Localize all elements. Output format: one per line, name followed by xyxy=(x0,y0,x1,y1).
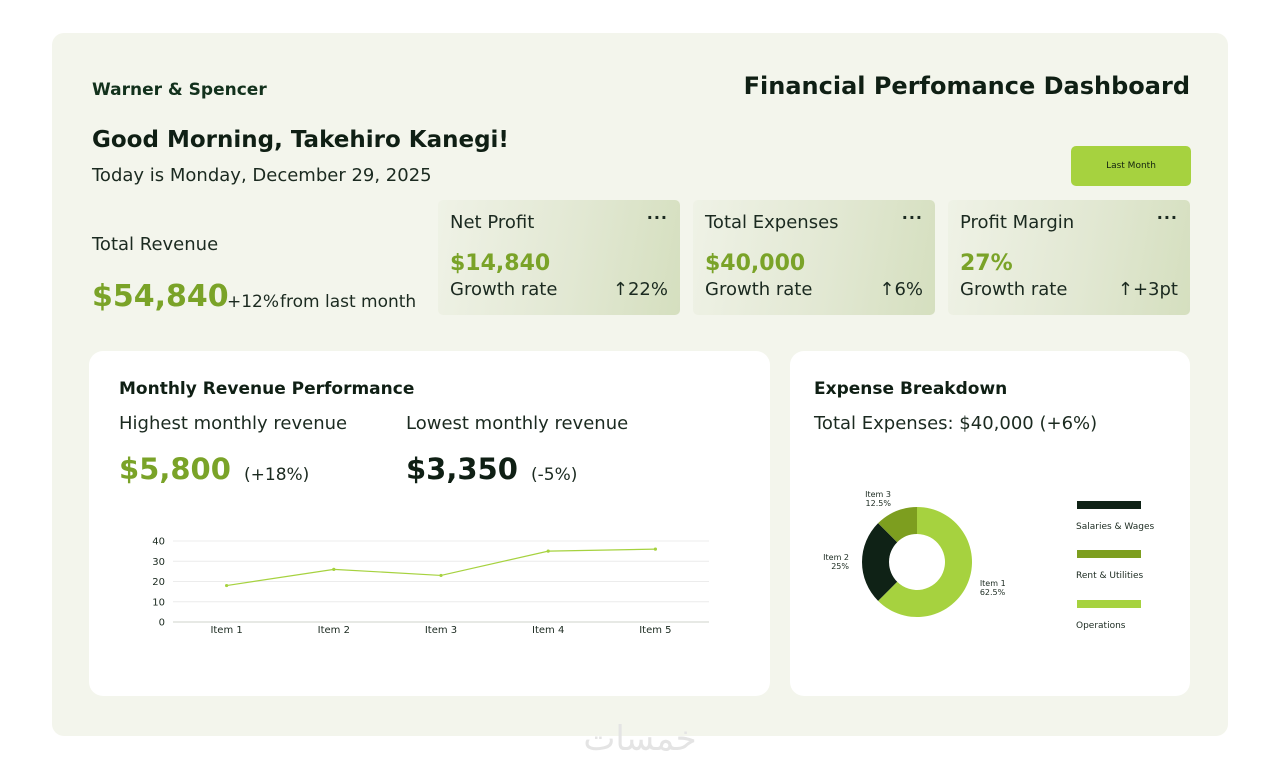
total-revenue-change-suffix: from last month xyxy=(280,292,417,312)
legend-label: Rent & Utilities xyxy=(1076,571,1144,581)
kpi-value: 27% xyxy=(960,251,1013,276)
revenue-line-chart: 0 10 20 30 40 Item 1 Item 2 Item 3 Item 4 Item 5 xyxy=(152,537,709,636)
watermark-text: خمسات xyxy=(583,719,696,759)
kpi-growth-rate-value: 6% xyxy=(894,279,923,300)
total-revenue-value: $54,840 xyxy=(92,279,229,314)
kpi-title: Net Profit xyxy=(450,212,535,233)
x-tick-label: Item 1 xyxy=(210,625,242,636)
arrow-up-icon: ↑ xyxy=(612,279,628,300)
data-point xyxy=(439,573,443,578)
watermark-logo: خمسات xyxy=(583,719,696,759)
legend-label: Operations xyxy=(1076,621,1126,631)
monthly-revenue-card: Monthly Revenue Performance Highest mont… xyxy=(89,351,770,696)
card-title: Monthly Revenue Performance xyxy=(119,379,415,399)
expense-breakdown-card: Expense Breakdown Total Expenses: $40,00… xyxy=(790,351,1190,696)
x-tick-label: Item 4 xyxy=(532,625,564,636)
legend-swatch xyxy=(1077,550,1141,558)
slice-percent-label: 62.5% xyxy=(980,588,1006,597)
kpi-title: Profit Margin xyxy=(960,212,1075,233)
slice-percent-label: 12.5% xyxy=(866,499,892,508)
brand-name: Warner & Spencer xyxy=(92,80,267,100)
x-tick-label: Item 2 xyxy=(318,625,350,636)
expense-donut-chart: Item 162.5% Item 225% Item 312.5% Salaries … xyxy=(823,490,1154,631)
kpi-card-profit-margin: Profit Margin ··· 27% Growth rate ↑+3pt xyxy=(948,200,1190,315)
data-point xyxy=(225,583,229,588)
kpi-growth-rate: ↑+3pt xyxy=(1118,279,1178,300)
kpi-growth-rate: ↑22% xyxy=(613,279,668,300)
y-tick-label: 30 xyxy=(152,557,165,568)
page-title: Financial Perfomance Dashboard xyxy=(743,72,1190,100)
x-tick-label: Item 3 xyxy=(425,625,457,636)
expense-total-line: Total Expenses: $40,000 (+6%) xyxy=(814,413,1098,434)
data-point xyxy=(653,547,658,551)
y-tick-label: 40 xyxy=(152,537,165,548)
donut-slice xyxy=(878,507,972,617)
legend-label: Salaries & Wages xyxy=(1076,522,1154,532)
highest-revenue-label: Highest monthly revenue xyxy=(119,413,348,434)
kpi-growth-rate: ↑6% xyxy=(879,279,923,300)
slice-label: Item 2 xyxy=(823,553,849,562)
arrow-up-icon: ↑ xyxy=(1117,279,1133,300)
data-point xyxy=(546,549,550,553)
x-tick-label: Item 5 xyxy=(639,625,671,636)
kpi-growth-rate-value: +3pt xyxy=(1132,279,1178,300)
y-tick-label: 10 xyxy=(152,597,165,608)
lowest-revenue-value: $3,350 xyxy=(406,452,518,486)
lowest-revenue-change: (-5%) xyxy=(531,465,578,485)
legend-swatch xyxy=(1077,501,1141,509)
legend-swatch xyxy=(1077,600,1141,608)
card-title: Expense Breakdown xyxy=(814,379,1008,399)
highest-revenue-change: (+18%) xyxy=(244,465,310,485)
kpi-value: $40,000 xyxy=(705,251,806,276)
slice-percent-label: 25% xyxy=(831,562,849,571)
revenue-series-line xyxy=(226,548,656,587)
lowest-revenue-label: Lowest monthly revenue xyxy=(406,413,629,434)
data-point xyxy=(332,567,336,571)
slice-label: Item 3 xyxy=(865,490,891,499)
kpi-title: Total Expenses xyxy=(705,212,839,233)
period-filter-button[interactable]: Last Month xyxy=(1071,146,1191,186)
slice-label: Item 1 xyxy=(980,579,1006,588)
more-options-icon[interactable]: ··· xyxy=(646,208,668,227)
more-options-icon[interactable]: ··· xyxy=(901,208,923,227)
kpi-value: $14,840 xyxy=(450,251,551,276)
arrow-up-icon: ↑ xyxy=(879,279,895,300)
greeting: Good Morning, Takehiro Kanegi! xyxy=(92,127,509,153)
date-line: Today is Monday, December 29, 2025 xyxy=(92,165,432,186)
donut-slice xyxy=(878,507,917,543)
kpi-growth-label: Growth rate xyxy=(450,279,558,300)
highest-revenue-value: $5,800 xyxy=(119,452,231,486)
y-tick-label: 0 xyxy=(159,618,165,629)
kpi-card-net-profit: Net Profit ··· $14,840 Growth rate ↑22% xyxy=(438,200,680,315)
kpi-card-total-expenses: Total Expenses ··· $40,000 Growth rate ↑… xyxy=(693,200,935,315)
donut-slice xyxy=(862,523,898,601)
total-revenue-change: +12% xyxy=(227,292,280,312)
more-options-icon[interactable]: ··· xyxy=(1156,208,1178,227)
y-tick-label: 20 xyxy=(152,577,165,588)
kpi-growth-label: Growth rate xyxy=(705,279,813,300)
total-revenue-label: Total Revenue xyxy=(92,234,219,255)
kpi-growth-rate-value: 22% xyxy=(627,279,668,300)
kpi-growth-label: Growth rate xyxy=(960,279,1068,300)
